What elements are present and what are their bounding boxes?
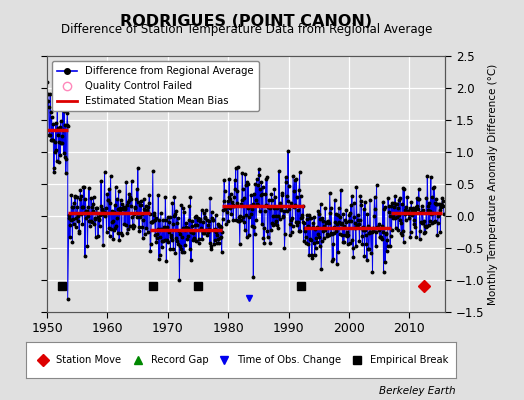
Text: Difference of Station Temperature Data from Regional Average: Difference of Station Temperature Data f… [61,23,432,36]
Text: Berkeley Earth: Berkeley Earth [379,386,456,396]
Legend: Station Move, Record Gap, Time of Obs. Change, Empirical Break: Station Move, Record Gap, Time of Obs. C… [30,352,452,368]
Legend: Difference from Regional Average, Quality Control Failed, Estimated Station Mean: Difference from Regional Average, Qualit… [52,61,259,111]
Y-axis label: Monthly Temperature Anomaly Difference (°C): Monthly Temperature Anomaly Difference (… [488,63,498,305]
Text: RODRIGUES (POINT CANON): RODRIGUES (POINT CANON) [120,14,373,29]
